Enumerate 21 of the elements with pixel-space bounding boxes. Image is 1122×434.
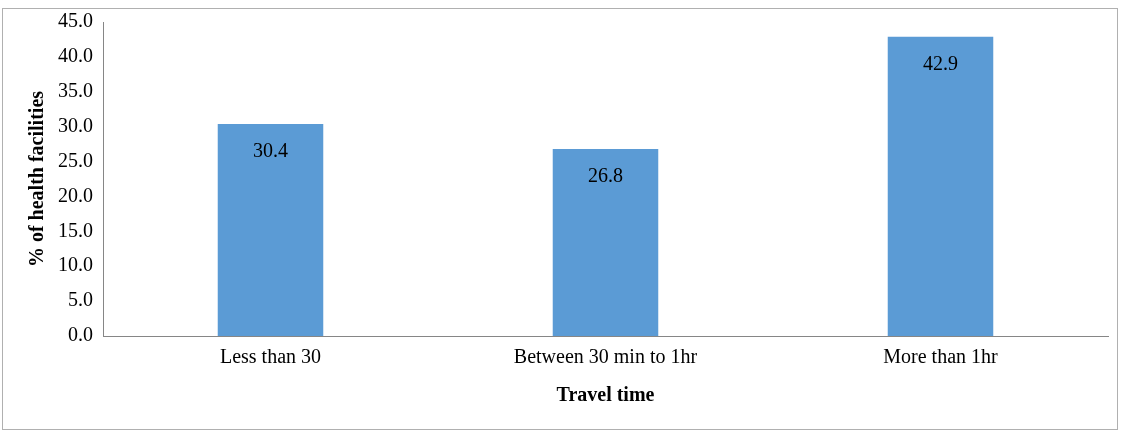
y-tick-label: 25.0 [58,148,93,171]
y-tick-label: 30.0 [58,113,93,136]
y-tick-label: 5.0 [68,288,93,311]
y-tick-label: 20.0 [58,183,93,206]
y-tick-label: 45.0 [58,9,93,32]
x-tick-label: More than 1hr [883,345,999,368]
data-label: 42.9 [923,51,958,74]
x-tick-label: Between 30 min to 1hr [513,345,698,368]
x-tick-label: Less than 30 [219,345,322,368]
bar [217,123,324,336]
bar [552,149,659,336]
y-tick-label: 10.0 [58,253,93,276]
y-tick-label: 40.0 [58,44,93,67]
y-tick-label: 35.0 [58,79,93,102]
data-label: 30.4 [253,139,288,162]
data-label: 26.8 [588,164,623,187]
x-axis-title: Travel time [556,383,655,406]
y-tick-label: 0.0 [68,323,93,346]
y-tick-label: 15.0 [58,218,93,241]
y-axis-title: % of health facilities [25,90,48,268]
bar [887,36,994,336]
